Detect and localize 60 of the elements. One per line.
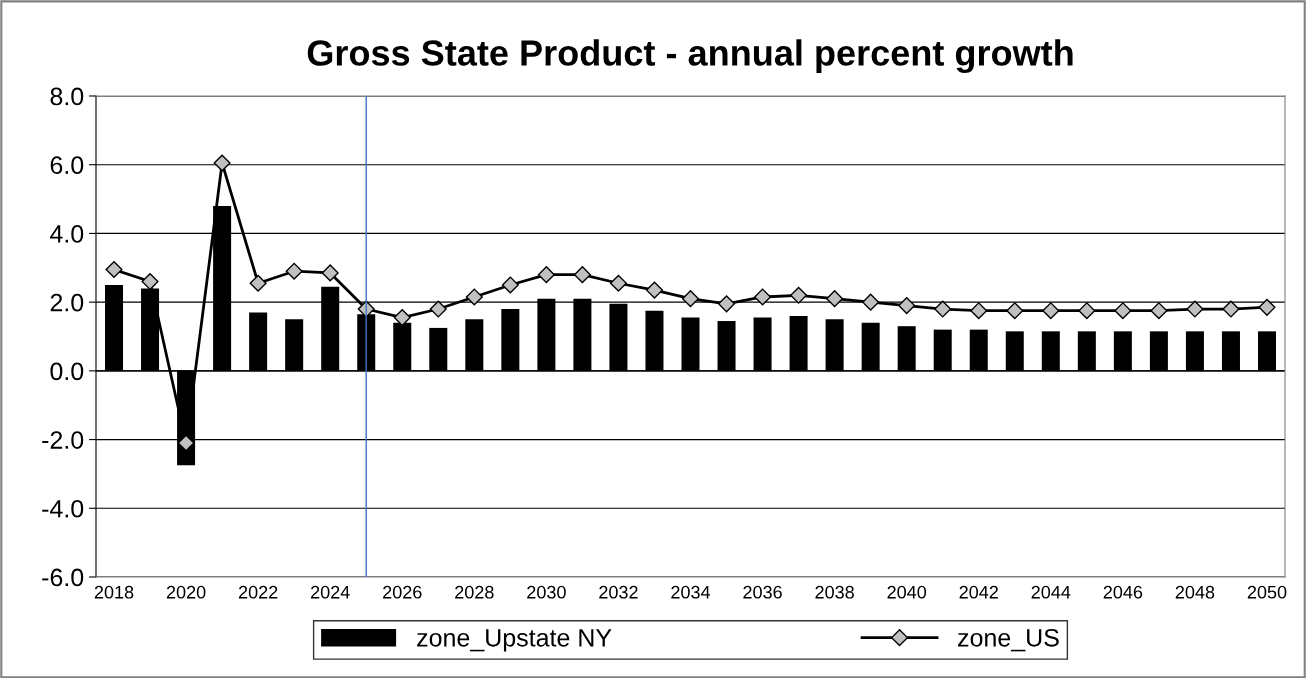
point — [213, 154, 231, 172]
x-tick-label: 2028 — [455, 585, 494, 599]
point — [1114, 302, 1132, 320]
x-tick-label: 2026 — [383, 585, 422, 599]
x-tick-label: 2040 — [887, 585, 927, 599]
point — [501, 276, 519, 294]
point — [645, 281, 664, 299]
point — [393, 309, 411, 327]
legend-label: zone_US — [958, 628, 1059, 652]
chart-title: Gross State Product - annual percent growth — [307, 39, 1073, 74]
point — [898, 297, 916, 315]
point — [1222, 300, 1240, 318]
point — [1078, 302, 1096, 320]
x-tick-label: 2036 — [743, 585, 782, 599]
x-tick-label: 2024 — [311, 585, 350, 599]
y-tick-label: 0.0 — [50, 362, 84, 381]
point — [573, 266, 591, 284]
x-tick-label: 2048 — [1175, 585, 1215, 599]
point — [1186, 300, 1204, 318]
point — [1042, 302, 1060, 320]
point — [321, 264, 339, 282]
y-tick-label: -2.0 — [42, 431, 84, 449]
point — [105, 260, 123, 279]
point — [1150, 302, 1168, 320]
x-tick-label: 2046 — [1103, 585, 1143, 599]
point — [862, 293, 880, 311]
y-tick-label: -6.0 — [42, 568, 84, 587]
point — [754, 288, 772, 306]
x-tick-label: 2030 — [527, 585, 566, 599]
point — [790, 286, 808, 304]
point — [537, 266, 555, 284]
point — [249, 274, 267, 292]
x-tick-label: 2032 — [599, 585, 638, 599]
x-tick-label: 2034 — [671, 585, 711, 599]
point — [285, 262, 303, 280]
point — [826, 290, 844, 308]
x-tick-label: 2044 — [1031, 585, 1071, 599]
legend-label: zone_Upstate NY — [417, 629, 612, 652]
point — [1258, 298, 1276, 316]
x-tick-label: 2042 — [959, 585, 998, 599]
point — [970, 302, 988, 320]
y-tick-label: -4.0 — [42, 499, 84, 518]
point — [934, 300, 952, 318]
x-tick-label: 2038 — [815, 585, 854, 599]
x-tick-label: 2020 — [166, 585, 206, 599]
x-tick-label: 2018 — [94, 585, 134, 599]
point — [177, 434, 195, 452]
x-tick-label: 2050 — [1247, 585, 1287, 599]
point — [681, 290, 700, 308]
y-tick-label: 8.0 — [50, 87, 84, 106]
point — [465, 288, 483, 306]
y-tick-label: 6.0 — [50, 156, 84, 175]
y-tick-label: 2.0 — [50, 293, 84, 312]
point — [717, 295, 736, 313]
y-tick-label: 4.0 — [50, 225, 84, 243]
point — [429, 300, 447, 318]
point — [609, 274, 627, 292]
point — [141, 272, 159, 291]
x-tick-label: 2022 — [238, 585, 278, 599]
point — [1006, 302, 1024, 320]
